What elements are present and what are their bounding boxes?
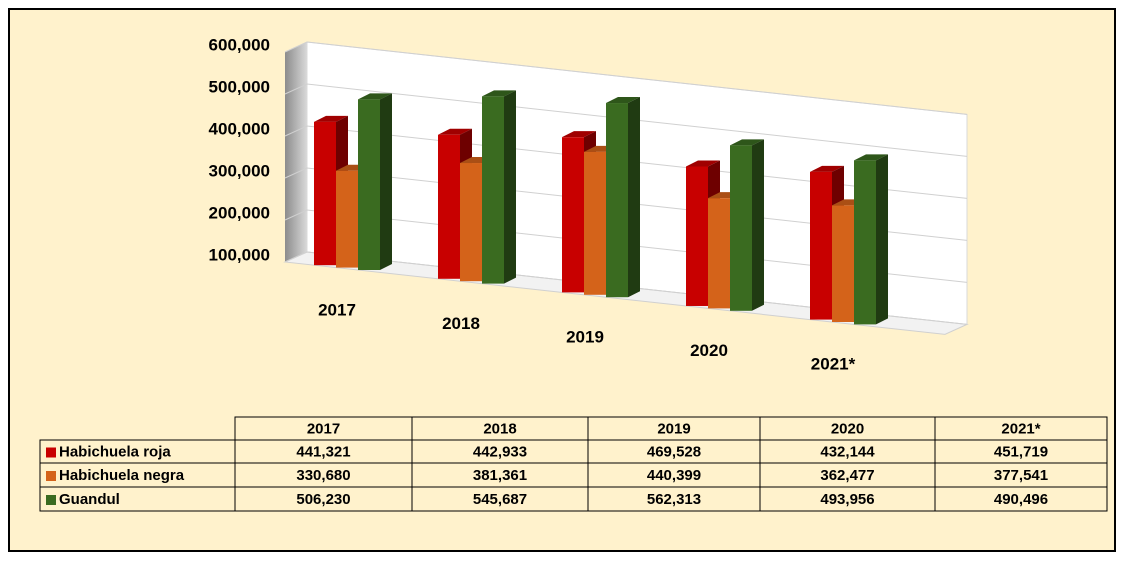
legend-label: Habichuela negra <box>59 467 185 484</box>
bar-front <box>810 171 832 320</box>
bar-top <box>562 131 596 138</box>
bar-top <box>810 165 844 172</box>
bar-top <box>606 97 640 104</box>
bar-top <box>686 160 720 167</box>
side-wall <box>285 42 307 262</box>
bar-front <box>336 170 358 268</box>
table-value: 493,956 <box>820 491 874 508</box>
grid-line <box>284 83 968 157</box>
table-value: 441,321 <box>296 443 350 460</box>
table-value: 469,528 <box>647 443 701 460</box>
bar-front <box>584 151 606 295</box>
bar-front <box>460 163 482 282</box>
bar-top <box>482 90 516 97</box>
bar-top <box>438 128 472 135</box>
bar-top <box>854 154 888 161</box>
legend-swatch <box>46 495 56 505</box>
table-value: 330,680 <box>296 467 350 484</box>
legend-swatch <box>46 447 56 458</box>
bar-top <box>730 139 764 146</box>
bar <box>606 97 640 298</box>
bar-front <box>686 166 708 306</box>
table-header: 2021* <box>1001 420 1040 437</box>
table-value: 440,399 <box>647 467 701 484</box>
y-tick-label: 200,000 <box>209 203 270 222</box>
bar-front <box>438 134 460 279</box>
bar-front <box>314 121 336 266</box>
legend-swatch <box>46 471 56 481</box>
table-header: 2018 <box>483 420 516 437</box>
table-value: 545,687 <box>473 491 527 508</box>
table-value: 506,230 <box>296 491 350 508</box>
bar <box>358 93 392 271</box>
x-tick-label: 2018 <box>442 314 480 333</box>
y-tick-label: 300,000 <box>209 161 270 180</box>
grid-line <box>284 41 968 115</box>
bar-side <box>876 154 888 325</box>
y-tick-label: 600,000 <box>209 35 270 54</box>
bar-top <box>358 93 392 100</box>
bar <box>482 90 516 284</box>
bar-front <box>708 198 730 309</box>
table-value: 362,477 <box>820 467 874 484</box>
table-header: 2017 <box>307 420 340 437</box>
table-value: 381,361 <box>473 467 527 484</box>
bar-front <box>832 205 854 322</box>
table-header: 2020 <box>831 420 864 437</box>
table-value: 562,313 <box>647 491 701 508</box>
legend-label: Habichuela roja <box>59 443 171 460</box>
bar-front <box>730 145 752 311</box>
bar-side <box>380 93 392 271</box>
bar-front <box>562 137 584 293</box>
bar-side <box>752 139 764 311</box>
x-tick-label: 2020 <box>690 341 728 360</box>
bar-front <box>358 99 380 271</box>
table-value: 442,933 <box>473 443 527 460</box>
x-tick-label: 2017 <box>318 300 356 319</box>
x-tick-label: 2021* <box>811 355 856 374</box>
table-value: 451,719 <box>994 443 1048 460</box>
table-header: 2019 <box>657 420 690 437</box>
y-tick-label: 500,000 <box>209 77 270 96</box>
bar <box>730 139 764 311</box>
bar-side <box>628 97 640 298</box>
bar-front <box>854 160 876 325</box>
legend-label: Guandul <box>59 491 120 508</box>
table-body-box <box>39 439 1108 512</box>
bar-side <box>504 90 516 284</box>
bar-front <box>606 103 628 298</box>
y-tick-label: 400,000 <box>209 119 270 138</box>
bar <box>854 154 888 325</box>
table-value: 490,496 <box>994 491 1048 508</box>
bar-top <box>314 115 348 122</box>
table-value: 432,144 <box>820 443 875 460</box>
x-tick-label: 2019 <box>566 327 604 346</box>
y-tick-label: 100,000 <box>209 245 270 264</box>
bar-front <box>482 96 504 284</box>
table-value: 377,541 <box>994 467 1048 484</box>
